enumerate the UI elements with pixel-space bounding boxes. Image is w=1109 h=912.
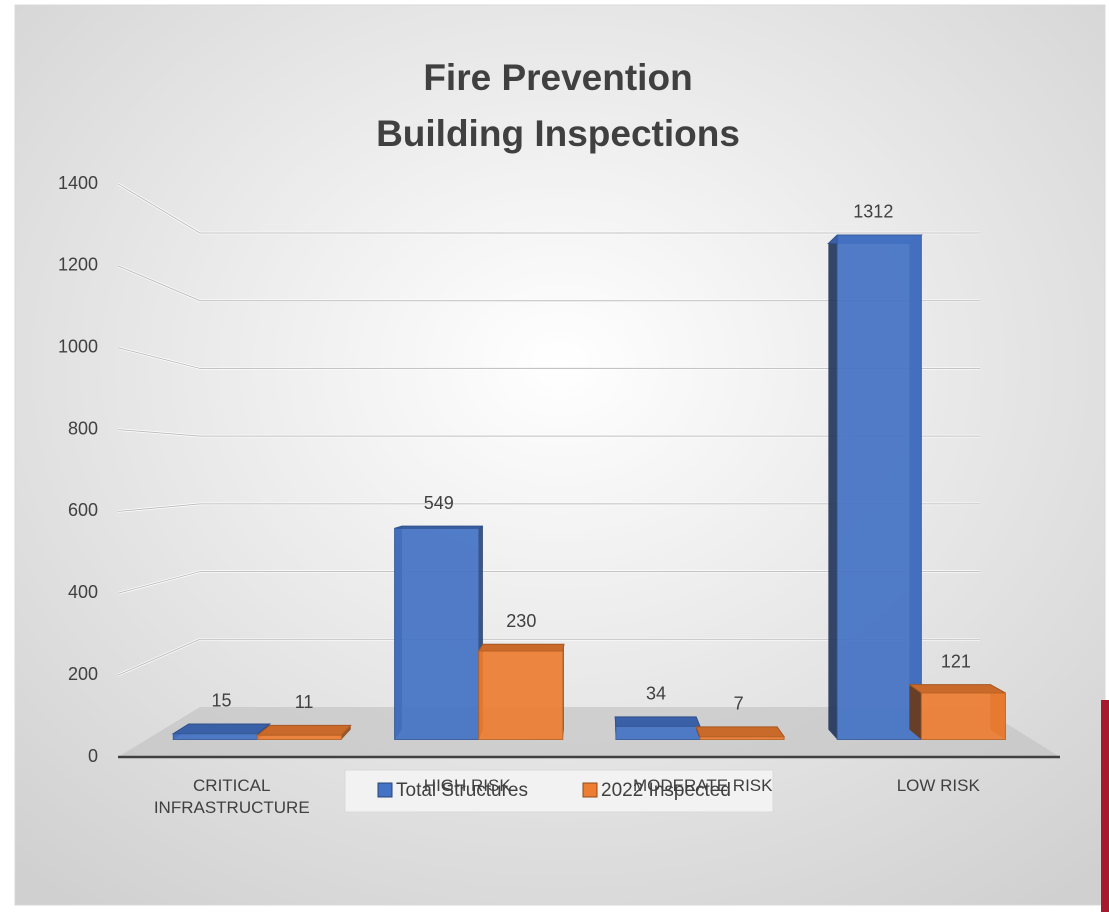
y-tick-label: 600 bbox=[68, 500, 98, 520]
grid-line-shade bbox=[117, 347, 980, 369]
bar-front bbox=[394, 527, 480, 740]
legend bbox=[344, 769, 774, 813]
grid-line-shade bbox=[117, 571, 980, 594]
floor bbox=[118, 707, 1060, 757]
data-label: 7 bbox=[734, 694, 744, 714]
bar-side bbox=[909, 684, 922, 740]
legend-label: Total Structures bbox=[396, 780, 528, 801]
x-tick-label: CRITICAL INFRASTRUCTURE bbox=[153, 776, 310, 817]
bar-front bbox=[699, 736, 785, 740]
grid-line-shade bbox=[117, 429, 980, 437]
bar bbox=[394, 525, 484, 740]
chart-title: Fire Prevention bbox=[423, 57, 692, 98]
chart-title: Building Inspections bbox=[376, 113, 740, 154]
bar bbox=[695, 726, 786, 740]
data-label: 11 bbox=[295, 692, 314, 712]
data-label: 15 bbox=[211, 691, 231, 711]
bar-side bbox=[341, 725, 351, 740]
y-tick-label: 400 bbox=[68, 582, 98, 602]
bar-top bbox=[907, 684, 1006, 694]
grid-line-shade bbox=[117, 183, 980, 234]
grid-line-shade bbox=[117, 503, 980, 512]
data-label: 1312 bbox=[853, 202, 893, 222]
bar bbox=[171, 723, 272, 741]
x-tick-label: HIGH RISK bbox=[423, 776, 511, 795]
y-tick-label: 1200 bbox=[58, 255, 98, 275]
y-tick-label: 0 bbox=[88, 746, 98, 766]
legend-label: 2022 Inspected bbox=[601, 780, 731, 801]
data-label: 34 bbox=[646, 684, 666, 704]
y-tick-label: 800 bbox=[68, 418, 98, 438]
data-label: 121 bbox=[941, 651, 971, 671]
legend-swatch bbox=[582, 782, 598, 798]
y-tick-label: 1400 bbox=[58, 173, 98, 193]
bar-top bbox=[171, 723, 272, 735]
bar bbox=[255, 724, 352, 740]
bar-top bbox=[477, 643, 565, 652]
bar-front bbox=[478, 650, 564, 740]
data-label: 230 bbox=[506, 611, 536, 631]
grid-line-shade bbox=[117, 265, 980, 302]
bar-front bbox=[836, 234, 922, 740]
data-label: 549 bbox=[424, 493, 454, 513]
grid-line-shade bbox=[117, 638, 980, 676]
x-tick-label: LOW RISK bbox=[896, 776, 980, 795]
bar-side bbox=[828, 234, 838, 740]
x-tick-label: MODERATE RISK bbox=[633, 776, 773, 795]
bar-top bbox=[695, 726, 786, 738]
bar-top bbox=[614, 716, 701, 727]
bar bbox=[827, 234, 923, 740]
bar bbox=[614, 716, 701, 740]
edge-stripe bbox=[1101, 700, 1109, 912]
y-tick-label: 1000 bbox=[58, 336, 98, 356]
bar-front bbox=[615, 725, 701, 740]
y-tick-label: 200 bbox=[68, 664, 98, 684]
bar bbox=[907, 684, 1006, 741]
legend-swatch bbox=[377, 782, 393, 798]
bar-front bbox=[172, 733, 258, 741]
bar bbox=[477, 643, 565, 740]
bar-front bbox=[256, 734, 342, 740]
bar-front bbox=[920, 692, 1006, 741]
bar-top bbox=[255, 724, 352, 736]
